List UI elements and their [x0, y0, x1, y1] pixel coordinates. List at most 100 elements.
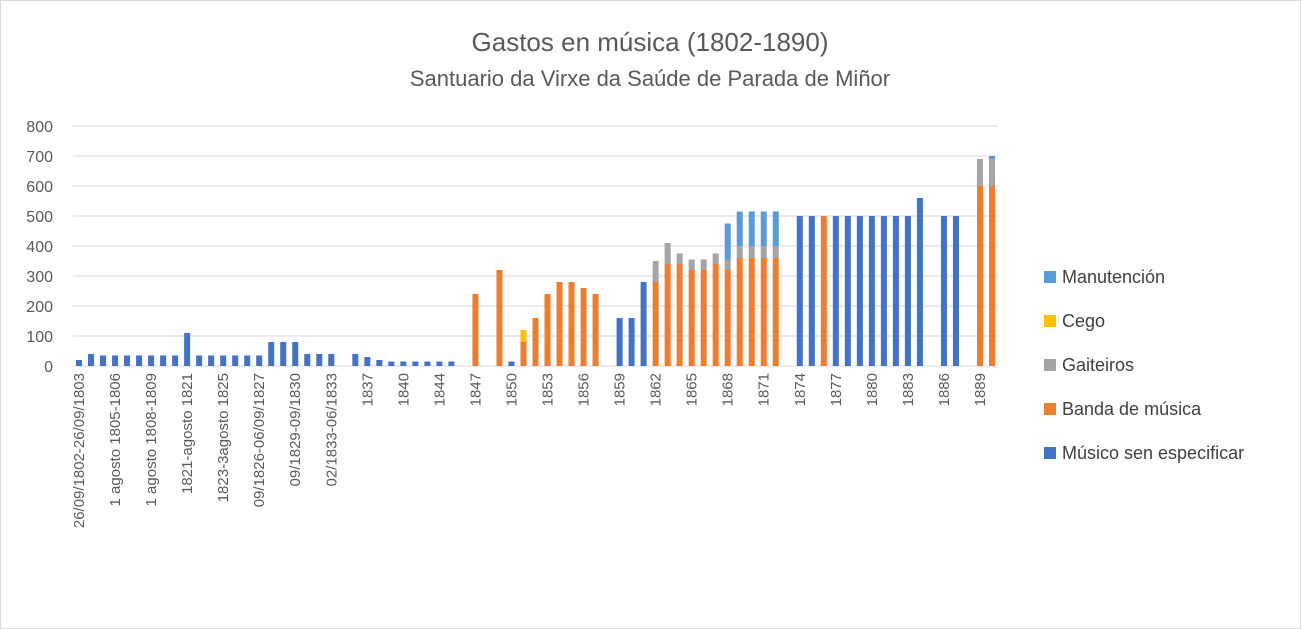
bar-segment-1	[388, 361, 395, 366]
bar-segment-5	[988, 156, 995, 159]
x-tick-label: 1823-3agosto 1825	[215, 373, 232, 502]
bar-segment-3	[676, 253, 683, 264]
bar-segment-1	[328, 354, 335, 366]
bar-segment-3	[976, 159, 983, 186]
x-tick-label: 1853	[540, 373, 557, 406]
x-tick-label: 1871	[756, 373, 773, 406]
x-tick-label: 1883	[900, 373, 917, 406]
bar-segment-1	[124, 355, 131, 366]
chart-subtitle: Santuario da Virxe da Saúde de Parada de…	[410, 66, 890, 91]
legend: Manutención Cego Gaiteiros Banda de música M…	[1044, 267, 1244, 463]
bar-segment-1	[796, 216, 803, 366]
x-tick-label: 09/1829-09/1830	[287, 373, 304, 486]
bar-segment-1	[916, 198, 923, 366]
bar-segment-2	[496, 270, 503, 366]
bar-segment-1	[436, 361, 443, 366]
bar-segment-2	[748, 258, 755, 366]
x-axis: 26/09/1802-26/09/1803 1 agosto 1805-1806 1…	[71, 373, 989, 528]
y-tick-label: 600	[26, 179, 53, 196]
bar-segment-1	[100, 355, 107, 366]
x-tick-label: 1850	[503, 373, 520, 406]
legend-swatch	[1044, 271, 1056, 283]
bar-segment-3	[664, 243, 671, 264]
bar-segment-1	[508, 361, 515, 366]
bar-segment-2	[676, 264, 683, 366]
bar-segment-1	[88, 354, 95, 366]
bar-segment-2	[556, 282, 563, 366]
legend-label: Cego	[1062, 311, 1105, 331]
bar-segment-1	[136, 355, 143, 366]
x-tick-label: 1874	[792, 373, 809, 406]
x-tick-label: 1862	[648, 373, 665, 406]
bar-segment-1	[208, 355, 215, 366]
bar-segment-2	[700, 270, 707, 366]
bar-segment-3	[748, 246, 755, 258]
bar-segment-1	[412, 361, 419, 366]
bar-segment-3	[652, 261, 659, 282]
x-tick-label: 26/09/1802-26/09/1803	[71, 373, 88, 528]
legend-label: Banda de música	[1062, 399, 1202, 419]
bar-segment-3	[688, 259, 695, 270]
y-tick-label: 200	[26, 299, 53, 316]
bar-segment-2	[712, 264, 719, 366]
bar-segment-3	[988, 159, 995, 186]
bar-segment-1	[904, 216, 911, 366]
y-tick-label: 0	[44, 359, 53, 376]
bar-segment-1	[112, 355, 119, 366]
bar-segment-3	[724, 259, 731, 270]
bar-segment-5	[724, 223, 731, 260]
bar-segment-2	[820, 216, 827, 366]
bar-segment-2	[532, 318, 539, 366]
bar-segment-1	[376, 360, 383, 366]
bar-segment-2	[664, 264, 671, 366]
bar-segment-2	[544, 294, 551, 366]
bar-segment-1	[184, 333, 191, 366]
x-tick-label: 09/1826-06/09/1827	[251, 373, 268, 507]
bar-segment-5	[748, 211, 755, 246]
y-tick-label: 500	[26, 209, 53, 226]
bar-segment-1	[280, 342, 287, 366]
bar-segment-2	[688, 270, 695, 366]
bar-segment-1	[616, 318, 623, 366]
x-tick-label: 1844	[431, 373, 448, 406]
bar-segment-1	[268, 342, 275, 366]
chart-title: Gastos en música (1802-1890)	[472, 27, 829, 57]
bar-segment-1	[232, 355, 239, 366]
bar-segment-3	[712, 253, 719, 264]
bar-segment-2	[652, 282, 659, 366]
y-tick-label: 300	[26, 269, 53, 286]
bar-segment-5	[772, 211, 779, 246]
bar-segment-2	[580, 288, 587, 366]
bar-segment-1	[856, 216, 863, 366]
bar-segment-5	[760, 211, 767, 246]
bar-segment-1	[952, 216, 959, 366]
y-tick-label: 700	[26, 149, 53, 166]
bar-segment-1	[844, 216, 851, 366]
bar-segment-1	[940, 216, 947, 366]
bar-segment-1	[244, 355, 251, 366]
bar-segment-1	[256, 355, 263, 366]
x-tick-label: 1821-agosto 1821	[179, 373, 196, 494]
x-tick-label: 1 agosto 1805-1806	[107, 373, 124, 506]
x-tick-label: 1868	[720, 373, 737, 406]
bar-segment-1	[628, 318, 635, 366]
bar-segment-1	[172, 355, 179, 366]
bar-segment-1	[892, 216, 899, 366]
bar-segment-2	[976, 186, 983, 366]
bar-segment-3	[736, 246, 743, 258]
bar-segment-5	[736, 211, 743, 246]
x-tick-label: 1886	[936, 373, 953, 406]
bar-segment-1	[424, 361, 431, 366]
legend-label: Músico sen especificar	[1062, 443, 1244, 463]
x-tick-label: 1880	[864, 373, 881, 406]
legend-label: Manutención	[1062, 267, 1165, 287]
gridlines	[73, 125, 998, 367]
bars	[76, 156, 995, 366]
x-tick-label: 02/1833-06/1833	[323, 373, 340, 486]
bar-segment-3	[700, 259, 707, 270]
x-tick-label: 1859	[612, 373, 629, 406]
bar-segment-1	[868, 216, 875, 366]
bar-segment-1	[832, 216, 839, 366]
